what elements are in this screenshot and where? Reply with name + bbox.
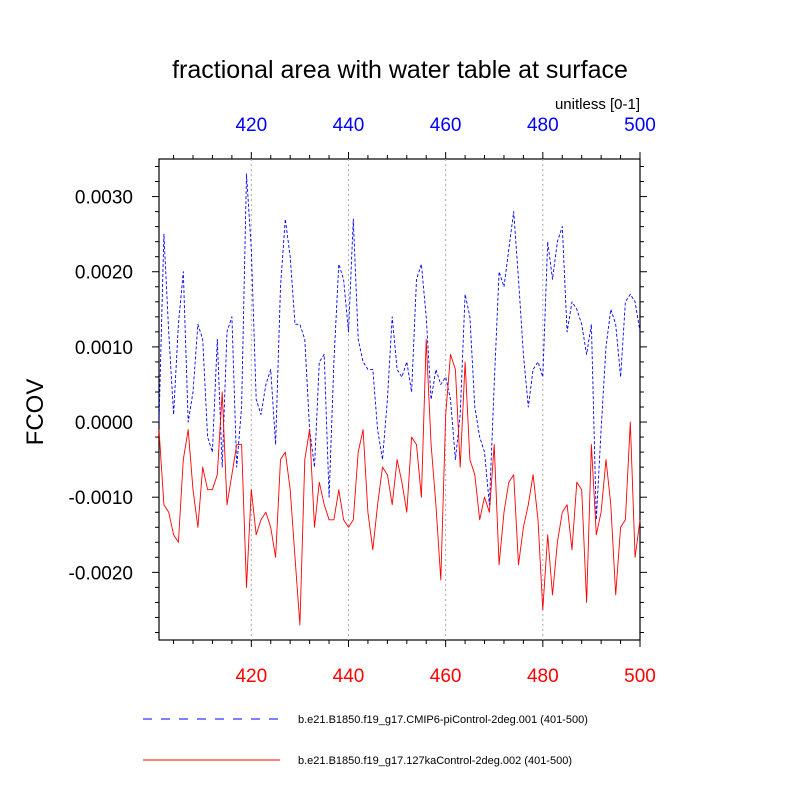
legend-label-series-2: b.e21.B1850.f19_g17.127kaControl-2deg.00… bbox=[298, 755, 572, 767]
y-tick-label: -0.0010 bbox=[69, 488, 133, 509]
tick-label-layer: 420 420 440 440 460 460 480 480 500 500 0.0030 0.00… bbox=[69, 115, 656, 687]
y-tick-label: 0.0020 bbox=[75, 263, 133, 284]
y-axis-label: FCOV bbox=[22, 379, 49, 446]
x-tick-label-bottom: 460 bbox=[430, 666, 462, 687]
x-tick-label-bottom: 420 bbox=[235, 666, 267, 687]
x-tick-label-top: 500 bbox=[624, 115, 656, 136]
y-tick-label: -0.0020 bbox=[69, 563, 133, 584]
legend-label-series-1: b.e21.B1850.f19_g17.CMIP6-piControl-2deg… bbox=[298, 714, 588, 726]
x-tick-label-top: 420 bbox=[235, 115, 267, 136]
chart-title: fractional area with water table at surf… bbox=[172, 56, 628, 84]
series-line-2 bbox=[158, 338, 641, 626]
x-tick-label-bottom: 500 bbox=[624, 666, 656, 687]
y-tick-label: 0.0000 bbox=[75, 413, 133, 434]
x-tick-label-top: 440 bbox=[333, 115, 365, 136]
units-label: unitless [0-1] bbox=[555, 96, 640, 113]
legend: b.e21.B1850.f19_g17.CMIP6-piControl-2deg… bbox=[143, 714, 588, 767]
x-tick-label-bottom: 440 bbox=[333, 666, 365, 687]
x-tick-label-top: 460 bbox=[430, 115, 462, 136]
tick-layer bbox=[152, 152, 647, 647]
grid-layer bbox=[250, 159, 544, 640]
series-layer bbox=[158, 173, 641, 626]
x-tick-label-top: 480 bbox=[527, 115, 559, 136]
y-tick-label: 0.0030 bbox=[75, 188, 133, 209]
y-tick-label: 0.0010 bbox=[75, 338, 133, 359]
x-tick-label-bottom: 480 bbox=[527, 666, 559, 687]
series-line-1 bbox=[158, 173, 641, 521]
plot-frame bbox=[158, 158, 641, 641]
